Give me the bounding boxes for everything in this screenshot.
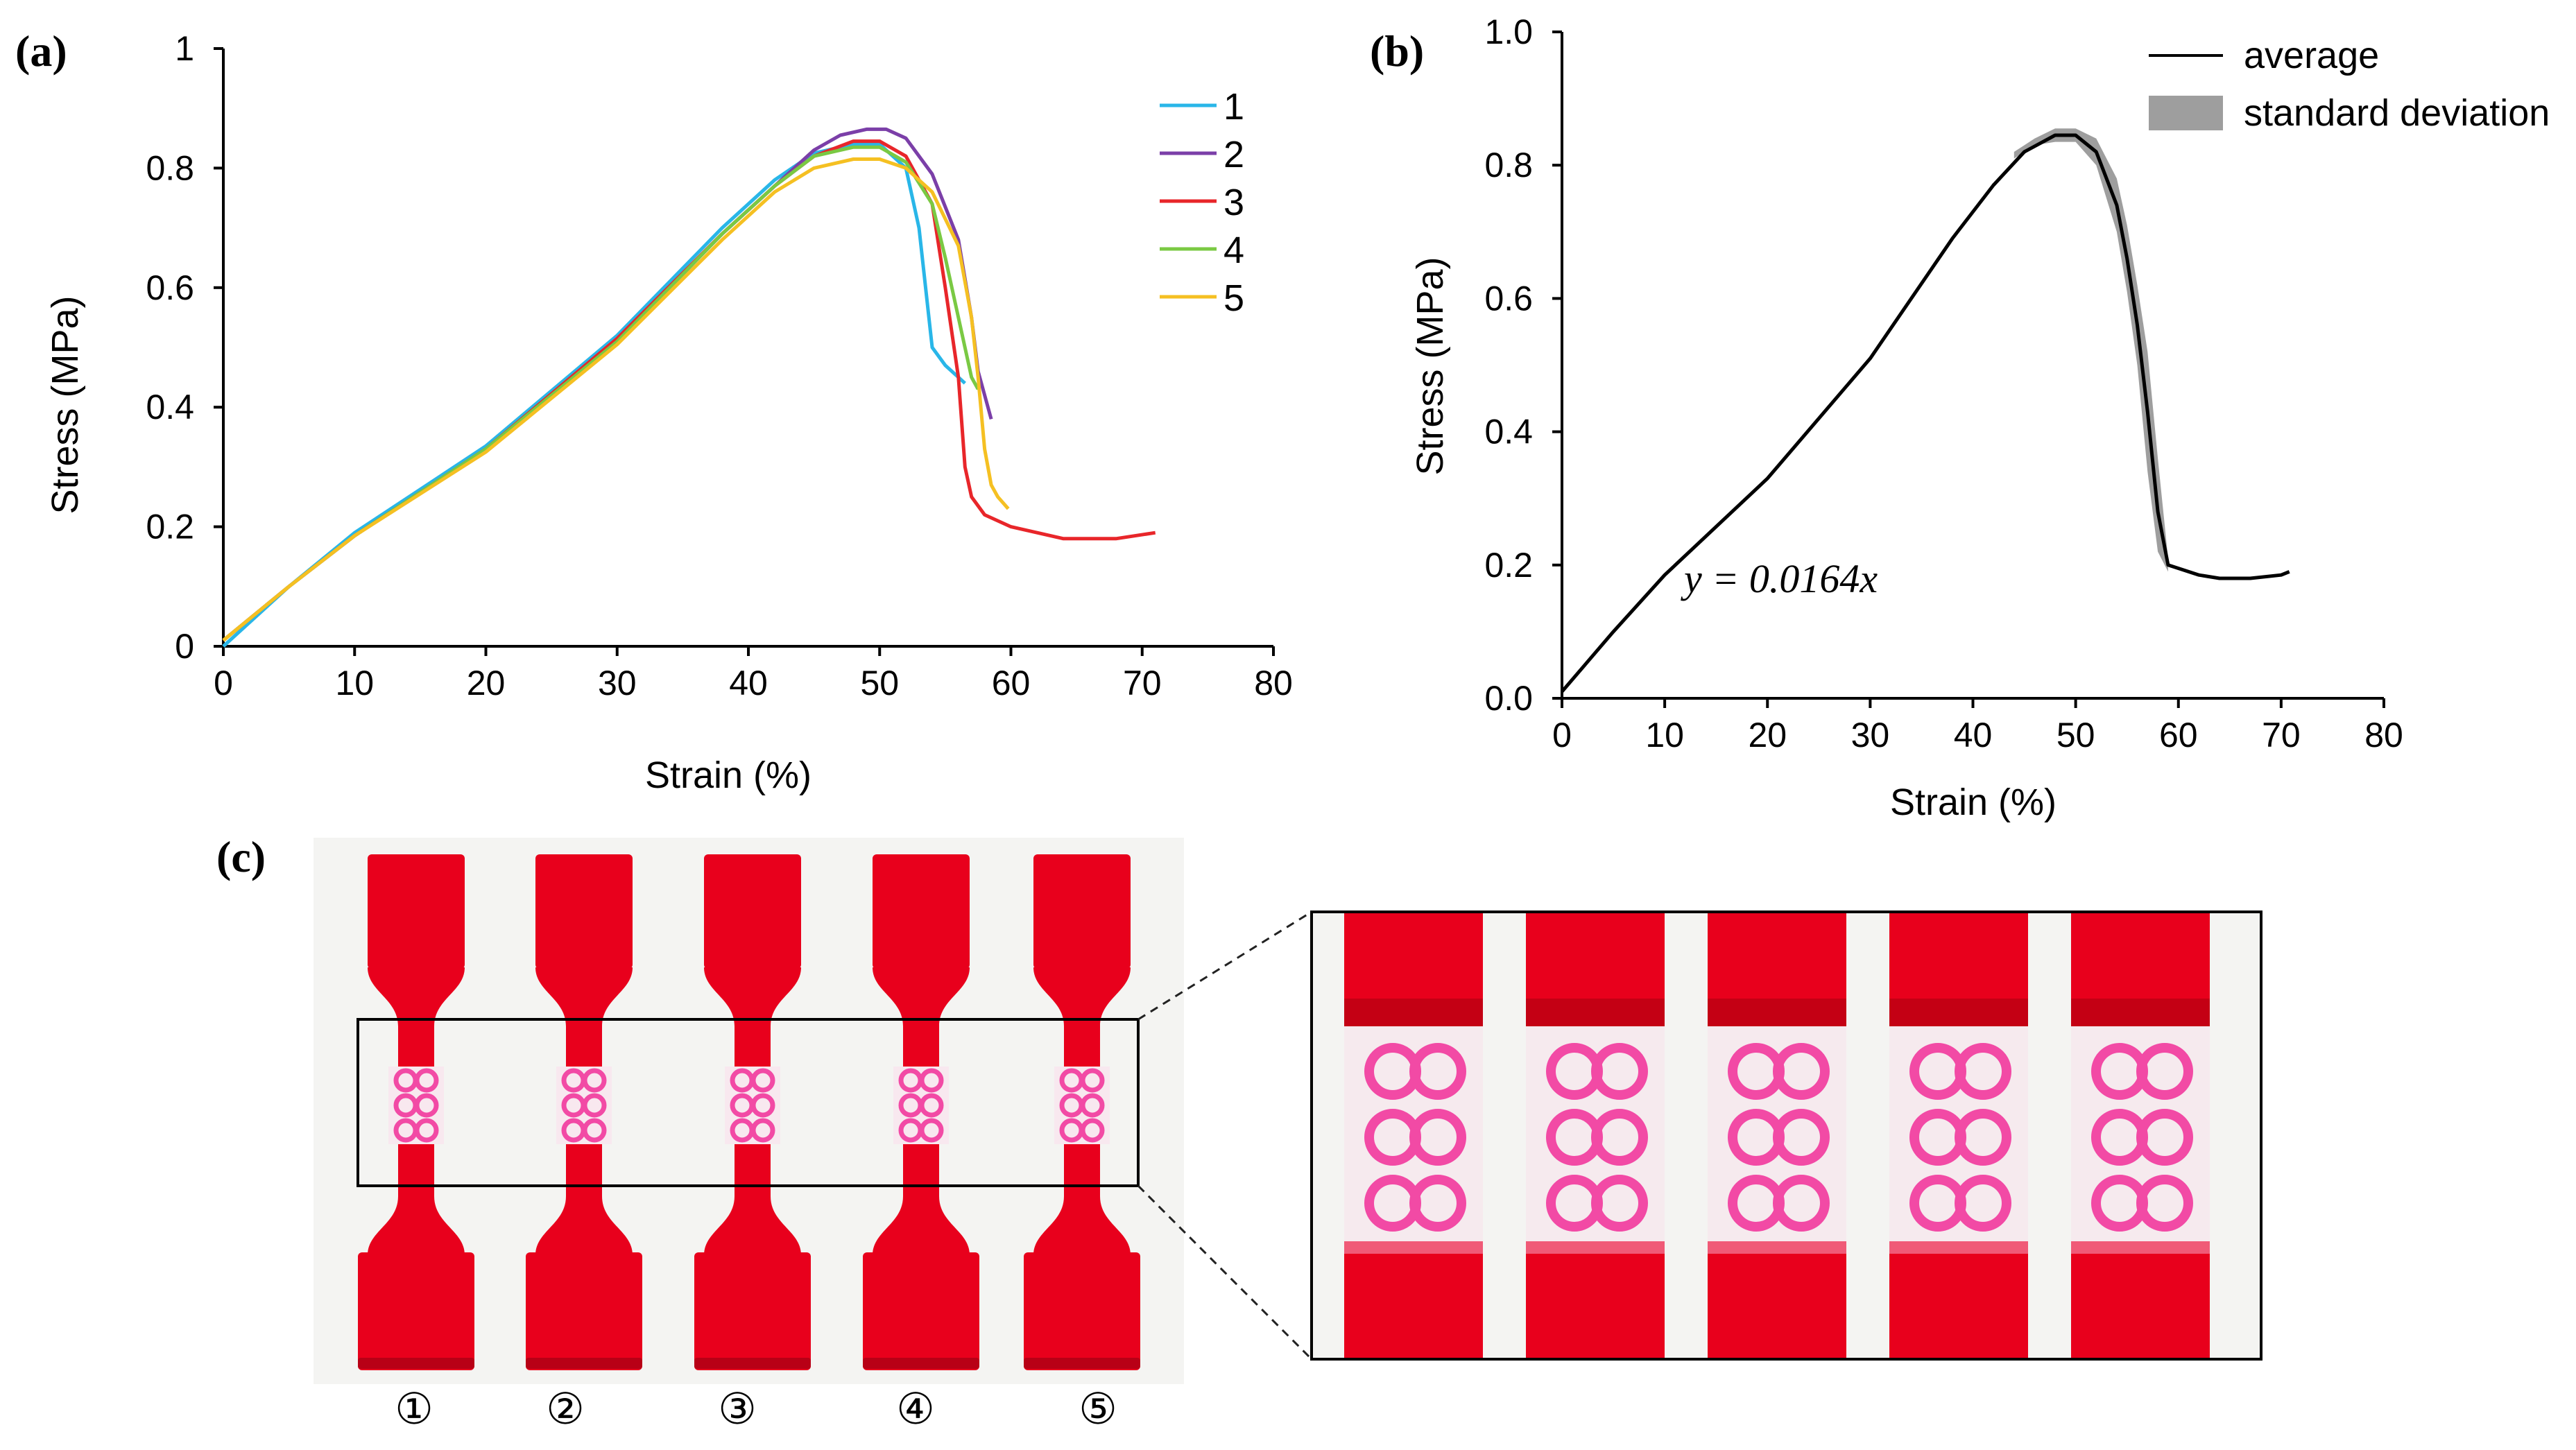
- y-tick-label: 0.2: [1484, 546, 1533, 585]
- chart-b-xlabel: Strain (%): [1890, 782, 2056, 823]
- chart-b-y-ticks: 0.0 0.2 0.4 0.6 0.8 1.0: [1484, 12, 1562, 718]
- average-line: [1561, 133, 2290, 693]
- legend-label-5: 5: [1223, 277, 1244, 319]
- zoomed-photo: [1312, 912, 2261, 1359]
- zoom-specimen-3: [1708, 912, 1846, 1359]
- panel-label-a: (a): [15, 26, 67, 76]
- x-tick-label: 50: [860, 664, 899, 702]
- specimen-number-4: ④: [896, 1383, 935, 1434]
- series-line-5: [222, 157, 1010, 642]
- y-tick-label: 0.0: [1484, 679, 1533, 718]
- specimen-numbers: ① ② ③ ④ ⑤: [395, 1383, 1117, 1434]
- chart-a: (a) 0 10 20 30 40 50 60 70 80 0 0.2 0.4 0.6 0.8 1 Str…: [15, 26, 1293, 796]
- x-tick-label: 10: [335, 664, 374, 702]
- zoom-connector-top: [1137, 910, 1312, 1021]
- x-tick-label: 40: [1954, 716, 1993, 754]
- specimen-5: [1024, 854, 1140, 1370]
- chart-b-ylabel: Stress (MPa): [1409, 257, 1451, 475]
- specimens-group: [358, 854, 1140, 1370]
- chart-b-std-band: [2013, 128, 2168, 572]
- x-tick-label: 10: [1645, 716, 1684, 754]
- legend-std-swatch: [2149, 96, 2223, 130]
- x-tick-label: 70: [2262, 716, 2301, 754]
- y-tick-label: 1.0: [1484, 12, 1533, 51]
- specimen-4: [863, 854, 979, 1370]
- specimen-1: [358, 854, 474, 1370]
- zoom-specimen-4: [1889, 912, 2028, 1359]
- specimen-3: [694, 854, 811, 1370]
- y-tick-label: 0.8: [146, 148, 194, 187]
- specimen-number-5: ⑤: [1079, 1383, 1117, 1434]
- legend-label-4: 4: [1223, 230, 1244, 271]
- zoom-specimen-1: [1344, 912, 1483, 1359]
- chart-a-x-ticks: 0 10 20 30 40 50 60 70 80: [214, 646, 1293, 702]
- legend-label-1: 1: [1223, 86, 1244, 128]
- std-deviation-band: [2013, 128, 2168, 572]
- zoom-frame: [357, 1018, 1140, 1187]
- y-tick-label: 0: [175, 627, 194, 666]
- zoom-specimen-2: [1526, 912, 1665, 1359]
- chart-a-ylabel: Stress (MPa): [44, 295, 86, 514]
- chart-a-xlabel: Strain (%): [645, 754, 812, 796]
- y-tick-label: 0.4: [1484, 413, 1533, 451]
- series-line-4: [222, 145, 980, 642]
- x-tick-label: 0: [1552, 716, 1572, 754]
- chart-a-y-ticks: 0 0.2 0.4 0.6 0.8 1: [146, 29, 223, 666]
- legend-std-label: standard deviation: [2244, 92, 2550, 134]
- panel-label-c: (c): [216, 832, 266, 881]
- x-tick-label: 60: [2159, 716, 2198, 754]
- x-tick-label: 30: [1851, 716, 1890, 754]
- specimen-number-2: ②: [546, 1383, 585, 1434]
- chart-b-legend: average standard deviation: [2149, 35, 2550, 134]
- x-tick-label: 60: [992, 664, 1031, 702]
- zoom-connector-bottom: [1137, 1184, 1313, 1361]
- x-tick-label: 80: [2364, 716, 2403, 754]
- chart-b-average: [1561, 133, 2290, 693]
- x-tick-label: 0: [214, 664, 233, 702]
- series-line-2: [222, 127, 993, 642]
- chart-b-equation: y = 0.0164x: [1681, 556, 1878, 601]
- y-tick-label: 0.2: [146, 508, 194, 546]
- x-tick-label: 40: [729, 664, 768, 702]
- series-line-3: [222, 139, 1156, 642]
- specimen-2: [526, 854, 642, 1370]
- chart-a-legend: 1 2 3 4 5: [1160, 86, 1244, 319]
- x-tick-label: 80: [1254, 664, 1293, 702]
- panel-label-b: (b): [1370, 26, 1424, 76]
- chart-a-series: [222, 127, 1156, 648]
- chart-a-axes: [222, 49, 1273, 648]
- y-tick-label: 0.8: [1484, 146, 1533, 184]
- y-tick-label: 1: [175, 29, 194, 68]
- x-tick-label: 20: [1748, 716, 1787, 754]
- legend-label-3: 3: [1223, 182, 1244, 223]
- specimen-number-3: ③: [718, 1383, 757, 1434]
- chart-b: (b) 0 10 20 30 40 50 60 70 80 0.0 0.2 0.4 0.6 0.8 1.0…: [1370, 12, 2550, 823]
- specimen-number-1: ①: [395, 1383, 433, 1434]
- chart-b-x-ticks: 0 10 20 30 40 50 60 70 80: [1552, 698, 2403, 754]
- x-tick-label: 70: [1123, 664, 1162, 702]
- x-tick-label: 30: [598, 664, 637, 702]
- photo-panel: (c) ① ② ③ ④ ⑤: [216, 832, 2262, 1434]
- series-line-1: [222, 142, 966, 648]
- x-tick-label: 50: [2056, 716, 2095, 754]
- legend-average-label: average: [2244, 35, 2379, 76]
- y-tick-label: 0.6: [146, 268, 194, 307]
- zoom-box: [1310, 910, 2262, 1361]
- y-tick-label: 0.4: [146, 388, 194, 426]
- zoom-specimen-5: [2071, 912, 2210, 1359]
- x-tick-label: 20: [467, 664, 506, 702]
- y-tick-label: 0.6: [1484, 279, 1533, 318]
- legend-label-2: 2: [1223, 134, 1244, 175]
